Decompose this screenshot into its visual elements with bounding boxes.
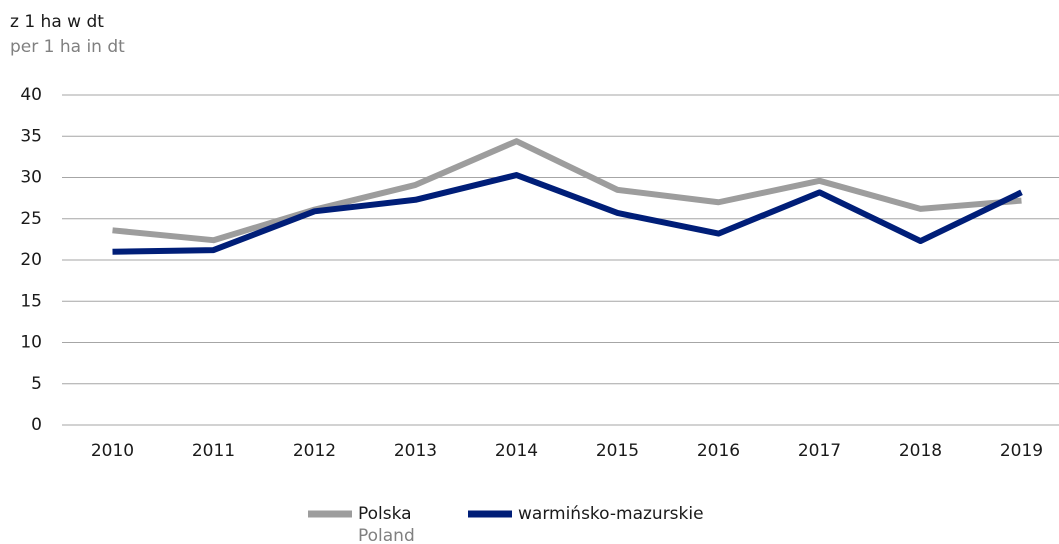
y-tick-label: 25 xyxy=(20,209,42,229)
series-line xyxy=(112,172,1023,255)
x-tick-label: 2019 xyxy=(1000,441,1043,461)
y-tick-label: 10 xyxy=(20,333,42,353)
y-tick-label: 0 xyxy=(31,415,42,435)
x-tick-label: 2018 xyxy=(899,441,942,461)
legend-label: warmińsko-mazurskie xyxy=(518,504,704,524)
x-tick-label: 2017 xyxy=(798,441,841,461)
x-tick-label: 2014 xyxy=(495,441,538,461)
x-tick-label: 2016 xyxy=(697,441,740,461)
y-tick-label: 20 xyxy=(20,250,42,270)
x-tick-label: 2010 xyxy=(91,441,134,461)
y-axis-label: z 1 ha w dt xyxy=(10,12,104,32)
series-line xyxy=(112,138,1022,244)
y-tick-label: 30 xyxy=(20,168,42,188)
y-tick-label: 5 xyxy=(31,374,42,394)
x-tick-label: 2012 xyxy=(293,441,336,461)
y-tick-label: 40 xyxy=(20,85,42,105)
x-tick-label: 2011 xyxy=(192,441,235,461)
x-tick-label: 2013 xyxy=(394,441,437,461)
y-tick-label: 15 xyxy=(20,291,42,311)
x-tick-label: 2015 xyxy=(596,441,639,461)
legend-label-en: Poland xyxy=(358,526,415,544)
y-axis-label-en: per 1 ha in dt xyxy=(10,37,125,57)
y-tick-label: 35 xyxy=(20,126,42,146)
legend-label: Polska xyxy=(358,504,412,524)
